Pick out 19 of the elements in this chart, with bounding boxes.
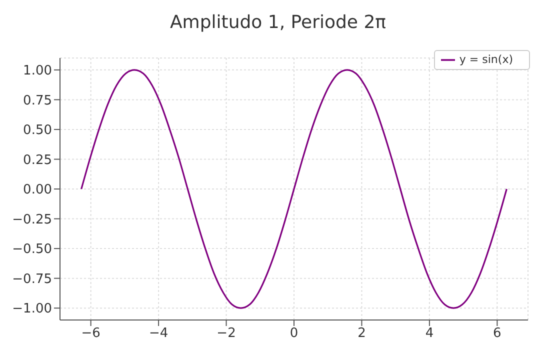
x-tick-label: 6	[493, 326, 502, 342]
y-tick-label: −0.25	[12, 212, 52, 228]
x-tick-label: −4	[148, 326, 168, 342]
x-tick-label: 2	[358, 326, 366, 342]
y-tick-label: −0.75	[12, 272, 52, 287]
chart-title: Amplitudo 1, Periode 2π	[168, 12, 387, 33]
y-tick-label: 0.50	[23, 123, 52, 138]
y-tick-label: 0.25	[23, 152, 52, 168]
x-tick-label: −6	[81, 326, 100, 342]
y-tick-label: −1.00	[12, 302, 52, 317]
y-tick-label: 0.00	[23, 182, 52, 198]
y-tick-label: 0.75	[23, 93, 52, 108]
x-tick-label: 0	[290, 326, 298, 342]
x-tick-label: −2	[216, 326, 236, 342]
line-series	[80, 69, 508, 309]
y-tick-label: −0.50	[12, 242, 52, 258]
legend-label: y = sin(x)	[459, 53, 513, 66]
x-tick-label: 4	[425, 326, 434, 342]
y-tick-label: 1.00	[23, 64, 52, 79]
